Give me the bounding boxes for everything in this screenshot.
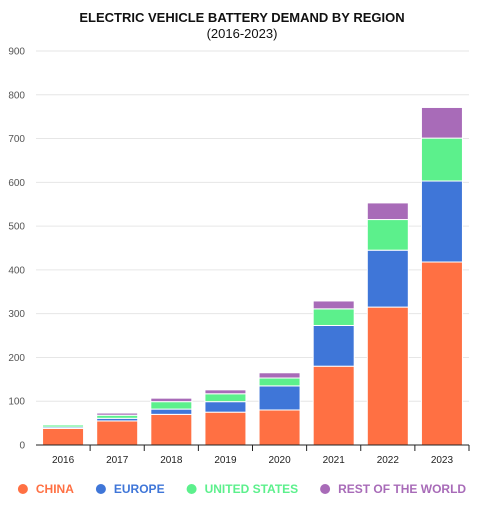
bar-china-2018[interactable]: CHINA 2018: 70 [150,413,193,446]
y-tick-label: 800 [8,90,25,101]
bar-china-2019[interactable]: CHINA 2019: 75 [204,411,247,446]
bar-united-states-2022[interactable]: UNITED STATES 2022: 70 [366,219,409,251]
y-tick-label: 300 [8,309,25,320]
y-tick-label: 700 [8,134,25,145]
bar-europe-2018[interactable]: EUROPE 2018: 12 [150,408,193,415]
y-tick-label: 400 [8,265,25,276]
bar-united-states-2023[interactable]: UNITED STATES 2023: 98 [420,137,463,182]
bar-rest-of-the-world-2019[interactable]: REST OF THE WORLD 2019: 9 [204,389,247,395]
legend: CHINA EUROPE UNITED STATES REST OF THE WORL… [17,482,466,496]
legend-label: CHINA [36,482,74,496]
x-tick-label: 2017 [106,455,129,466]
legend-swatch [95,484,106,494]
bar-united-states-2020[interactable]: UNITED STATES 2020: 18 [258,377,301,387]
x-tick-label: 2022 [377,455,400,466]
legend-label: EUROPE [114,482,165,496]
legend-swatch [17,484,28,494]
bar-china-2023[interactable]: CHINA 2023: 418 [420,261,463,446]
bar-united-states-2018[interactable]: UNITED STATES 2018: 17 [150,401,193,410]
bar-europe-2019[interactable]: EUROPE 2019: 24 [204,401,247,413]
y-tick-label: 600 [8,178,25,189]
bar-china-2020[interactable]: CHINA 2020: 80 [258,409,301,446]
bar-europe-2022[interactable]: EUROPE 2022: 130 [366,249,409,308]
bar-rest-of-the-world-2022[interactable]: REST OF THE WORLD 2022: 38 [366,202,409,221]
legend-label: REST OF THE WORLD [338,482,466,496]
legend-label: UNITED STATES [205,482,299,496]
grid-layer [36,50,469,402]
bar-china-2021[interactable]: CHINA 2021: 180 [312,365,355,446]
x-tick-label: 2019 [214,455,237,466]
bar-united-states-2021[interactable]: UNITED STATES 2021: 38 [312,308,355,326]
bar-europe-2020[interactable]: EUROPE 2020: 55 [258,385,301,411]
x-tick-label: 2016 [52,455,75,466]
bar-rest-of-the-world-2020[interactable]: REST OF THE WORLD 2020: 12 [258,372,301,379]
legend-item[interactable]: REST OF THE WORLD [320,482,466,496]
bar-rest-of-the-world-2018[interactable]: REST OF THE WORLD 2018: 8 [150,397,193,403]
legend-item[interactable]: CHINA [17,482,74,496]
legend-item[interactable]: EUROPE [95,482,165,496]
bar-rest-of-the-world-2021[interactable]: REST OF THE WORLD 2021: 18 [312,300,355,310]
y-tick-label: 100 [8,397,25,408]
x-tick-label: 2020 [268,455,291,466]
x-tick-label: 2018 [160,455,183,466]
bar-rest-of-the-world-2016[interactable]: REST OF THE WORLD 2016: 2 [42,423,85,426]
legend-item[interactable]: UNITED STATES [186,482,299,496]
y-tick-label: 500 [8,222,25,233]
bars-layer: CHINA 2016: 38EUROPE 2016: 3UNITED STATE… [42,106,463,446]
bar-europe-2023[interactable]: EUROPE 2023: 185 [420,180,463,263]
bar-rest-of-the-world-2017[interactable]: REST OF THE WORLD 2017: 5 [96,412,139,416]
axis-layer: 0 100 200 300 400 500 600 700 800 900 2016 2017 2018… [8,47,470,466]
x-tick-label: 2023 [431,455,454,466]
legend-swatch [320,484,331,494]
bar-china-2022[interactable]: CHINA 2022: 315 [366,306,409,446]
x-tick-label: 2021 [323,455,346,466]
y-tick-label: 200 [8,353,25,364]
chart-title: ELECTRIC VEHICLE BATTERY DEMAND BY REGIO… [79,10,404,25]
y-tick-label: 0 [19,441,25,452]
legend-swatch [186,484,197,494]
bar-china-2016[interactable]: CHINA 2016: 38 [42,427,85,446]
bar-europe-2021[interactable]: EUROPE 2021: 93 [312,324,355,367]
bar-china-2017[interactable]: CHINA 2017: 55 [96,420,139,446]
bar-rest-of-the-world-2023[interactable]: REST OF THE WORLD 2023: 70 [420,106,463,139]
y-tick-label: 900 [8,47,25,58]
bar-united-states-2019[interactable]: UNITED STATES 2019: 18 [204,393,247,403]
chart-subtitle: (2016-2023) [207,26,278,41]
